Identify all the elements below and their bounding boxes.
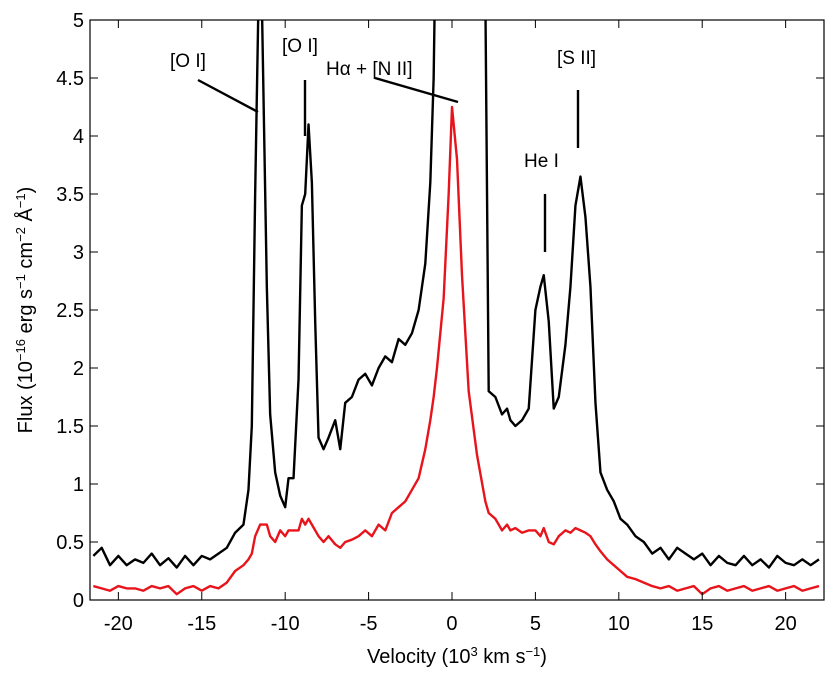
y-tick-label: 4	[73, 126, 84, 148]
y-tick-label: 0.5	[56, 532, 84, 554]
y-axis-label-part: −16	[13, 339, 28, 361]
y-axis-label-part: Flux (10	[15, 361, 37, 433]
y-axis-label-part: cm	[15, 242, 37, 274]
series-line	[93, 105, 820, 596]
x-axis-label-part: −1	[525, 644, 540, 659]
annotation: [S II]	[557, 48, 596, 69]
axes-frame	[89, 19, 825, 601]
y-axis-label-part: −1	[13, 193, 28, 208]
x-tick-label: -5	[360, 613, 378, 635]
y-tick-label: 1.5	[56, 416, 84, 438]
x-tick-label: 0	[446, 613, 457, 635]
annotation: [O I]	[170, 51, 206, 72]
x-tick-label: -10	[271, 613, 300, 635]
x-tick-label: -15	[187, 613, 216, 635]
x-tick-label: 20	[775, 613, 797, 635]
y-tick-label: 3.5	[56, 184, 84, 206]
y-axis-label-part: −1	[13, 274, 28, 289]
y-axis-label-part: −2	[13, 227, 28, 242]
annotation: [O I]	[282, 36, 318, 57]
x-tick-label: 10	[608, 613, 630, 635]
x-tick-label: -20	[104, 613, 133, 635]
x-axis-label-part: )	[540, 646, 547, 668]
y-axis-label: Flux (10−16 erg s−1 cm−2 Å−1)	[13, 187, 38, 434]
x-axis-label-part: Velocity (10	[367, 646, 470, 668]
y-tick-label: 3	[73, 242, 84, 264]
annotation-line	[197, 78, 259, 114]
y-tick-label: 2	[73, 358, 84, 380]
y-axis-label-part: )	[15, 187, 37, 194]
x-axis-label: Velocity (103 km s−1)	[367, 644, 547, 669]
x-tick-label: 15	[691, 613, 713, 635]
annotation: Hα + [N II]	[326, 59, 412, 80]
y-tick-label: 2.5	[56, 300, 84, 322]
x-axis-label-part: 3	[470, 644, 477, 659]
x-axis-label-part: km s	[478, 646, 526, 668]
y-tick-label: 4.5	[56, 68, 84, 90]
y-tick-label: 1	[73, 474, 84, 496]
y-axis-label-part: erg s	[15, 289, 37, 339]
annotation-line	[374, 76, 459, 104]
y-tick-label: 5	[73, 10, 84, 32]
y-tick-label: 0	[73, 590, 84, 612]
annotation: He I	[524, 151, 559, 172]
y-axis-label-part: Å	[14, 208, 37, 228]
x-tick-label: 5	[530, 613, 541, 635]
series-line	[92, 20, 820, 569]
plot-area	[92, 20, 820, 596]
